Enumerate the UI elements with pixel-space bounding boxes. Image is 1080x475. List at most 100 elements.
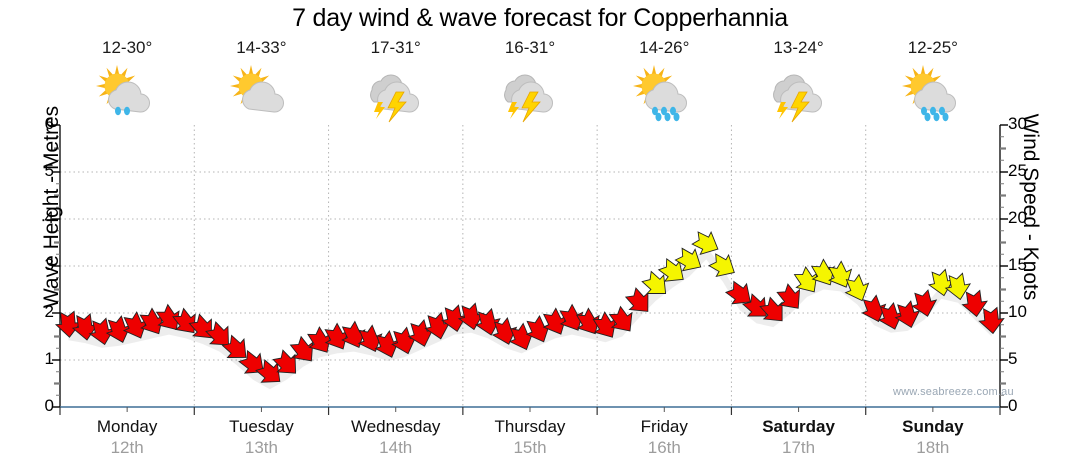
day-date: 17th <box>782 438 816 457</box>
wind-arrow <box>828 260 853 288</box>
wind-arrow <box>776 283 801 309</box>
wind-arrow <box>844 273 870 302</box>
wind-arrow <box>374 330 400 358</box>
wind-arrow <box>592 311 617 338</box>
wind-arrow <box>724 280 751 305</box>
left-tick-4: 4 <box>44 208 54 227</box>
day-date: 14th <box>379 438 413 457</box>
wind-arrow <box>978 306 1005 335</box>
temperature-range-friday: 14-26° <box>639 38 690 57</box>
wind-arrow <box>793 266 818 293</box>
wind-arrow <box>894 300 921 329</box>
day-label-saturday: Saturday 17th <box>731 416 865 458</box>
page-title: 7 day wind & wave forecast for Copperhan… <box>292 4 788 32</box>
wind-arrow <box>357 324 383 353</box>
thunderstorm-icon <box>329 62 463 124</box>
temperature-range-monday: 12-30° <box>102 38 153 57</box>
wind-arrow <box>474 307 501 336</box>
day-name: Friday <box>640 417 688 436</box>
thunderstorm-icon <box>463 62 597 124</box>
temperature-range-sunday: 12-25° <box>907 38 958 57</box>
thunderstorm-icon <box>731 62 865 124</box>
temperature-row: 12-30° 14-33° 17-31° 16-31° 14-26° 13-24° 12-2… <box>60 38 1000 62</box>
wind-arrow <box>861 294 887 323</box>
wind-arrow <box>441 304 468 333</box>
wind-arrow <box>624 287 649 312</box>
day-date: 16th <box>647 438 681 457</box>
day-date: 13th <box>244 438 278 457</box>
wind-arrow <box>54 310 82 338</box>
day-date: 12th <box>110 438 144 457</box>
wind-arrow <box>961 289 988 318</box>
wind-arrow <box>238 349 264 374</box>
wind-arrow <box>155 303 180 330</box>
left-tick-0: 0 <box>44 396 54 415</box>
wind-arrow <box>122 311 148 339</box>
wind-arrow <box>691 231 719 256</box>
day-label-sunday: Sunday 18th <box>866 416 1000 458</box>
left-tick-3: 3 <box>44 255 54 274</box>
sun-cloud-rain-icon <box>60 62 194 124</box>
wind-arrow <box>911 289 938 317</box>
wind-arrow <box>741 293 767 317</box>
wind-arrow <box>289 335 314 362</box>
day-date: 18th <box>916 438 950 457</box>
temperature-range-wednesday: 17-31° <box>370 38 421 57</box>
day-name: Saturday <box>762 417 835 436</box>
day-label-wednesday: Wednesday 14th <box>329 416 463 458</box>
wind-arrow <box>172 307 196 334</box>
right-tick-10: 10 <box>1008 302 1027 321</box>
day-name: Thursday <box>494 417 566 436</box>
day-label-friday: Friday 16th <box>597 416 731 458</box>
wind-arrow <box>221 334 247 358</box>
wind-arrow <box>608 305 633 332</box>
left-tick-5: 5 <box>44 161 54 180</box>
wind-arrow <box>88 317 115 346</box>
sun-cloud-heavy-rain-icon <box>597 62 731 124</box>
wind-arrow <box>205 321 229 346</box>
right-tick-25: 25 <box>1008 161 1027 180</box>
sun-cloud-heavy-rain-icon <box>866 62 1000 124</box>
day-name: Tuesday <box>229 417 294 436</box>
wind-arrow <box>575 307 600 335</box>
wind-arrow <box>307 326 331 353</box>
wind-arrow <box>708 253 735 278</box>
temperature-range-thursday: 16-31° <box>504 38 556 57</box>
day-label-tuesday: Tuesday 13th <box>194 416 328 458</box>
temperature-range-tuesday: 14-33° <box>236 38 287 57</box>
wind-arrow <box>674 247 702 272</box>
watermark: www.seabreeze.com.au <box>893 386 1014 398</box>
sun-cloud-icon <box>194 62 328 124</box>
day-name: Monday <box>96 417 158 436</box>
wind-arrow-series <box>54 231 1005 390</box>
left-tick-6: 6 <box>44 114 54 133</box>
day-date: 15th <box>513 438 547 457</box>
right-tick-5: 5 <box>1008 349 1018 368</box>
wind-arrow <box>324 322 349 350</box>
wind-arrow <box>877 301 904 330</box>
wind-arrow <box>759 296 783 322</box>
day-label-thursday: Thursday 15th <box>463 416 597 458</box>
day-name: Wednesday <box>350 417 441 436</box>
wind-arrow <box>139 307 164 335</box>
right-tick-30: 30 <box>1008 114 1027 133</box>
day-label-monday: Monday 12th <box>60 416 194 458</box>
left-tick-2: 2 <box>44 302 54 321</box>
wind-arrow <box>944 272 972 301</box>
right-tick-0: 0 <box>1008 396 1018 415</box>
wind-arrow <box>657 258 684 282</box>
right-tick-20: 20 <box>1008 208 1027 227</box>
wind-arrow <box>255 359 281 383</box>
day-label-row: Monday 12th Tuesday 13th Wednesday 14th Thursd… <box>60 416 1000 471</box>
weather-icon-row <box>60 62 1000 124</box>
wind-arrow <box>542 307 567 335</box>
wind-arrow <box>641 270 667 294</box>
right-tick-15: 15 <box>1008 255 1027 274</box>
day-name: Sunday <box>902 417 964 436</box>
temperature-range-saturday: 13-24° <box>773 38 824 57</box>
wind-arrow <box>272 349 297 374</box>
wind-arrow <box>559 303 584 331</box>
wind-arrow <box>105 315 132 343</box>
